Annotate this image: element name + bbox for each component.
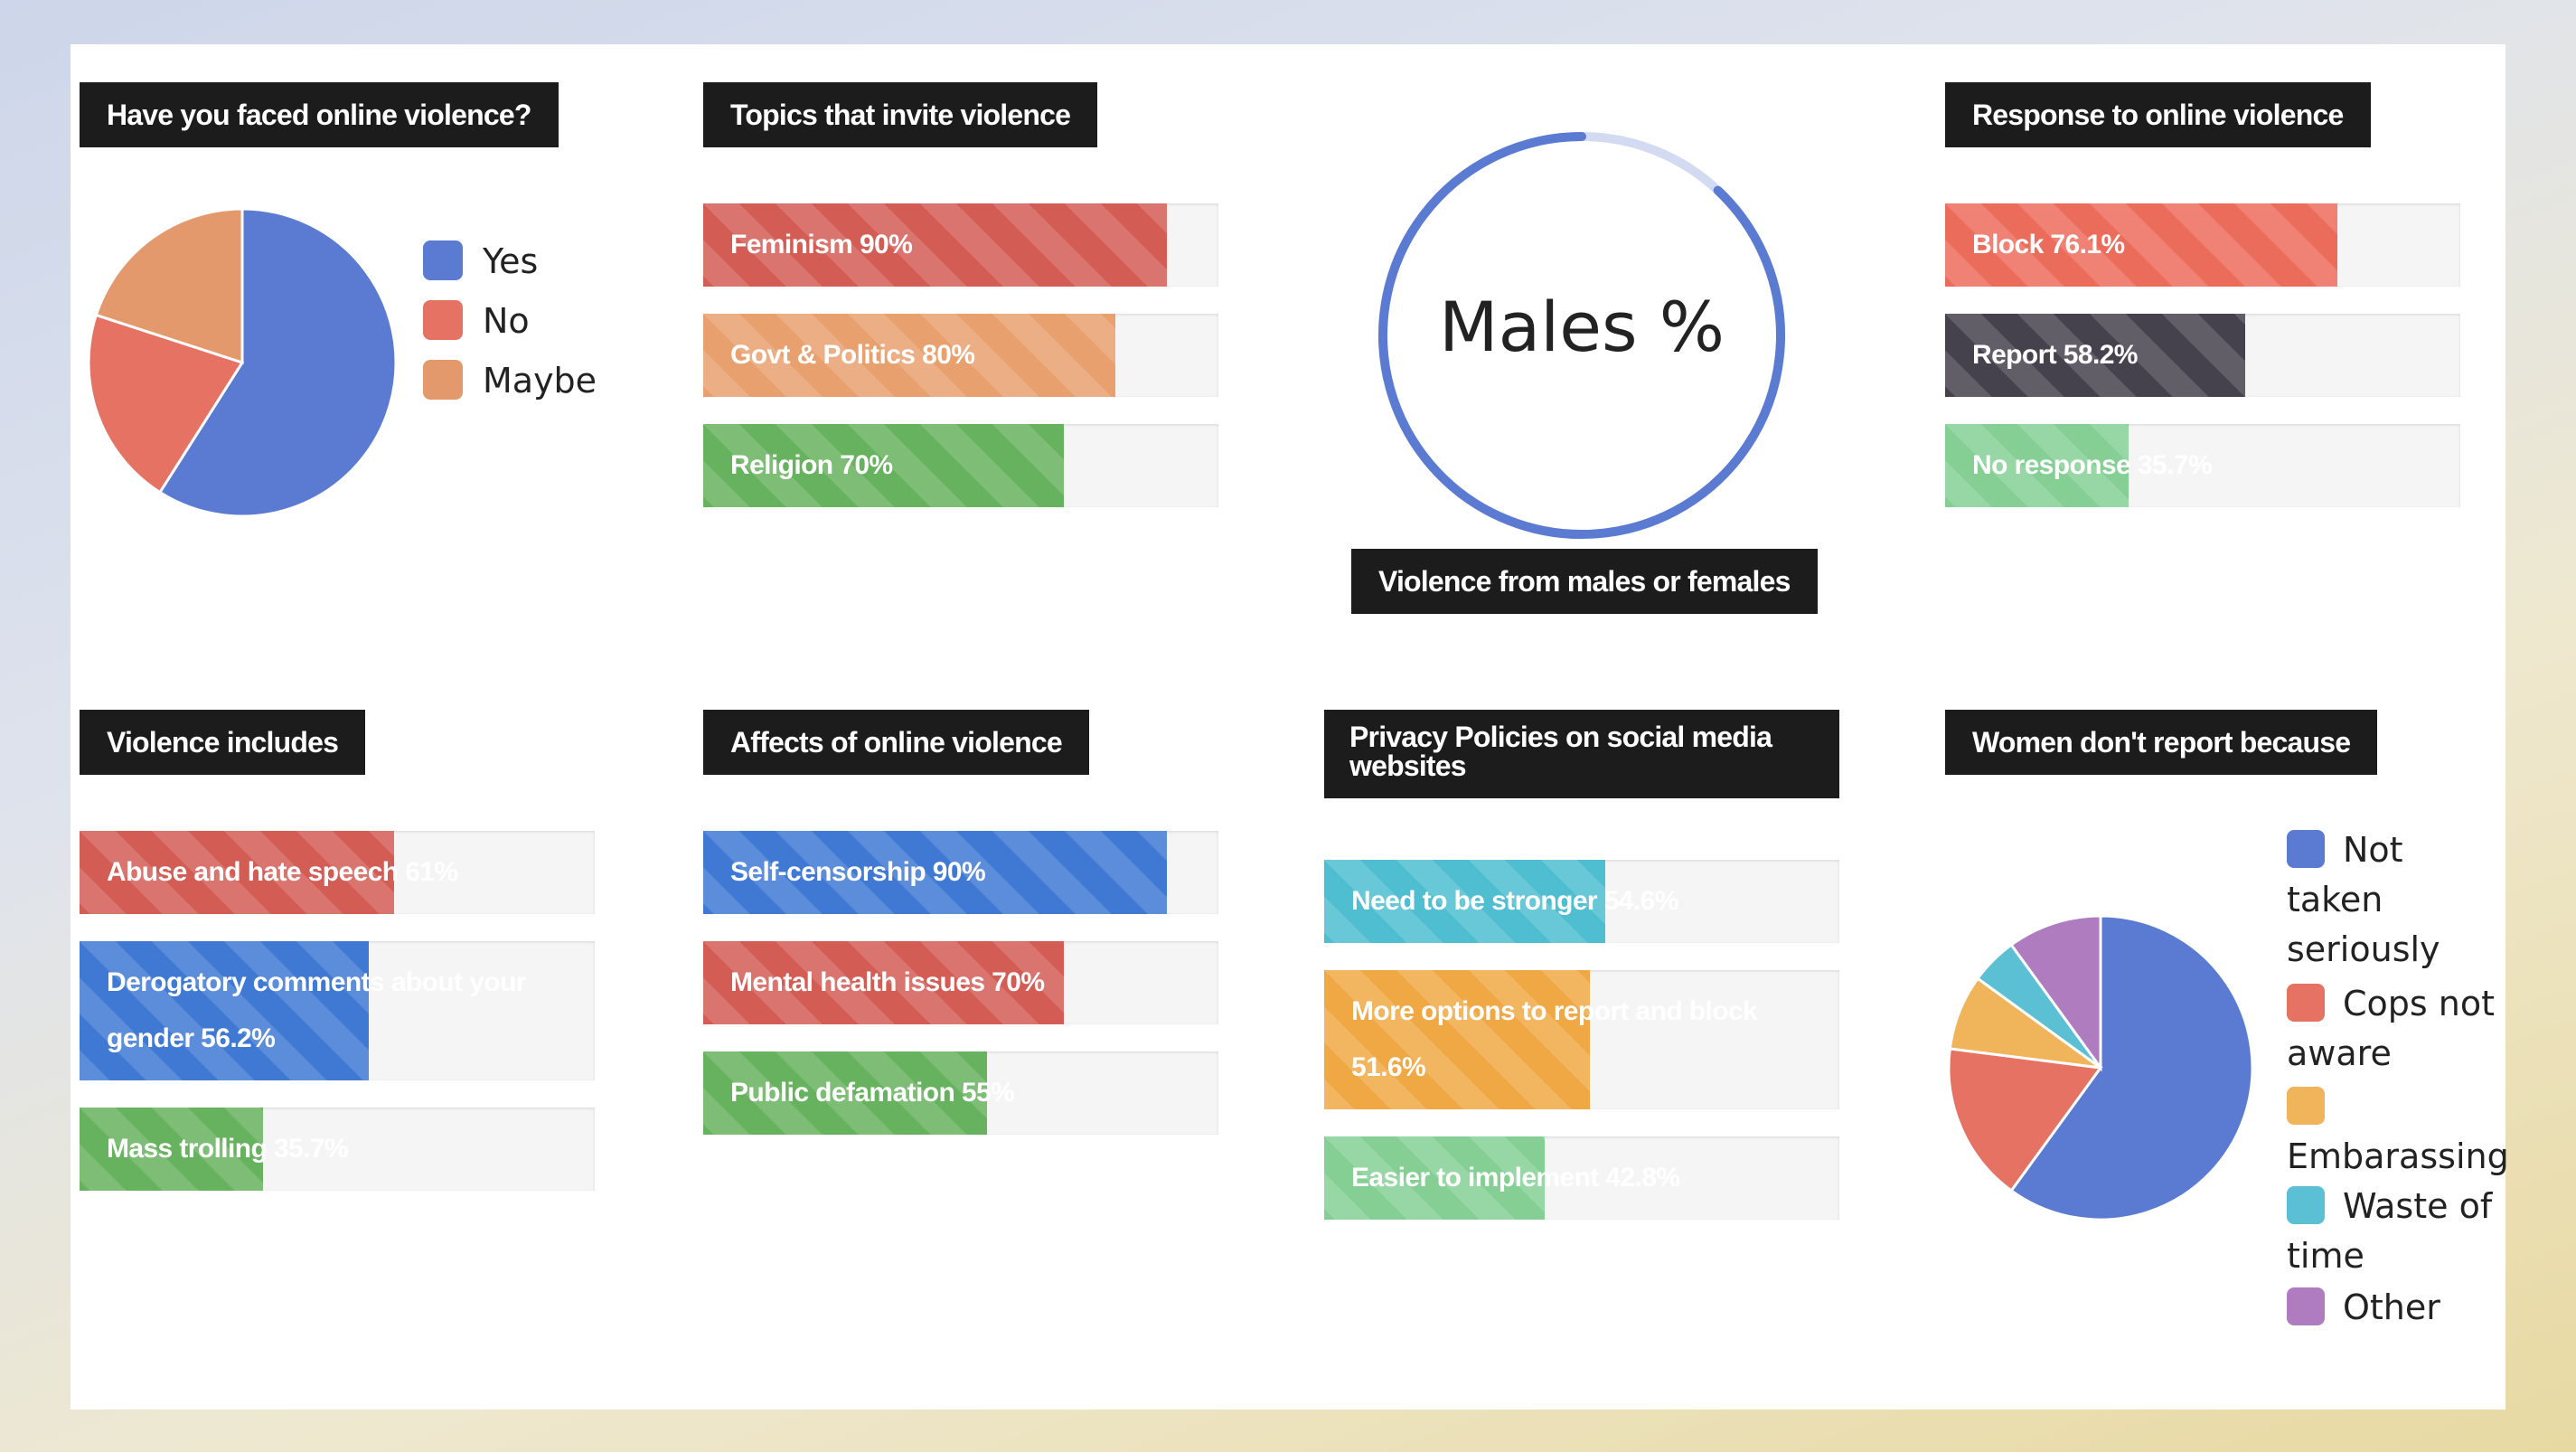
topics-bar-label-0: Feminism 90% (730, 230, 913, 259)
legend-swatch (2287, 1086, 2325, 1125)
males-ring: Males % (1378, 132, 1785, 539)
legend-swatch (423, 359, 463, 400)
privacy-bar-fill-2 (1324, 1136, 1545, 1220)
privacy-bar-label-2: Easier to implement 42.8% (1351, 1163, 1680, 1193)
legend-swatch (2287, 1185, 2325, 1224)
topics-bar-track-0: Feminism 90% (703, 203, 1218, 287)
faced-pie (87, 207, 398, 518)
topics-title: Topics that invite violence (703, 82, 1098, 147)
includes-bar-fill-2 (80, 1108, 264, 1191)
includes-title: Violence includes (80, 710, 366, 775)
legend-swatch (2287, 1287, 2325, 1325)
women-slice-0 (2009, 914, 2254, 1221)
privacy-bar-track-0: Need to be stronger 54.6% (1324, 860, 1839, 943)
legend-label: Cops not aware (2287, 984, 2496, 1073)
response-bar-label-0: Block 76.1% (1972, 230, 2125, 259)
women-slice-1 (1947, 1047, 2103, 1193)
women-legend-embarassing: Embarassing (2287, 1082, 2509, 1182)
legend-swatch (2287, 829, 2325, 868)
affects-bar-track-2: Public defamation 55% (703, 1051, 1218, 1135)
legend-label: Other (2343, 1287, 2440, 1327)
includes-card: Violence includes Abuse and hate speech … (80, 710, 595, 1252)
affects-bar-track-0: Self-censorship 90% (703, 831, 1218, 914)
dashboard-panel: Have you faced online violence? Yes No M… (71, 44, 2509, 1410)
topics-bar-track-1: Govt & Politics 80% (703, 314, 1218, 397)
males-title: Violence from males or females (1351, 549, 1818, 614)
ring-value-arc (1378, 132, 1785, 539)
affects-bar-label-2: Public defamation 55% (730, 1078, 1015, 1108)
response-bar-track-2: No response 35.7% (1945, 424, 2460, 507)
response-bar-label-1: Report 58.2% (1972, 340, 2138, 370)
legend-swatch (423, 299, 463, 340)
privacy-title: Privacy Policies on social media website… (1324, 710, 1839, 798)
privacy-bar-fill-1 (1324, 970, 1591, 1109)
affects-bar-fill-2 (703, 1051, 987, 1135)
response-bar-track-0: Block 76.1% (1945, 203, 2460, 287)
privacy-bar-fill-0 (1324, 860, 1606, 943)
legend-label: Not taken seriously (2287, 830, 2440, 969)
response-card: Response to online violence Block 76.1% R… (1945, 82, 2460, 552)
response-bar-track-1: Report 58.2% (1945, 314, 2460, 397)
affects-title: Affects of online violence (703, 710, 1089, 775)
topics-card: Topics that invite violence Feminism 90%… (703, 82, 1218, 552)
topics-bar-label-1: Govt & Politics 80% (730, 340, 975, 370)
women-card: Women don't report because Not taken ser… (1945, 710, 2509, 1397)
faced-slice-0 (157, 207, 398, 518)
privacy-bar-label-0: Need to be stronger 54.6% (1351, 886, 1678, 916)
women-legend-waste: Waste of time (2287, 1182, 2504, 1281)
topics-bar-fill-2 (703, 424, 1064, 507)
legend-label: Maybe (483, 361, 597, 401)
affects-bar-label-0: Self-censorship 90% (730, 857, 986, 887)
affects-bar-fill-1 (703, 941, 1064, 1024)
affects-bar-track-1: Mental health issues 70% (703, 941, 1218, 1024)
faced-legend-no: No (423, 296, 530, 346)
includes-bar-fill-0 (80, 831, 394, 914)
women-title: Women don't report because (1945, 710, 2378, 775)
faced-slice-2 (94, 207, 244, 365)
includes-bar-fill-1 (80, 941, 370, 1080)
faced-slice-1 (87, 313, 245, 495)
women-pie (1947, 914, 2254, 1221)
includes-bar-track-1: Derogatory comments about your gender 56… (80, 941, 595, 1080)
includes-bar-track-0: Abuse and hate speech 61% (80, 831, 595, 914)
legend-label: Embarassing (2287, 1136, 2509, 1176)
includes-bar-label-1: Derogatory comments about your gender 56… (107, 967, 526, 1053)
privacy-bar-track-2: Easier to implement 42.8% (1324, 1136, 1839, 1220)
response-bar-label-2: No response 35.7% (1972, 450, 2213, 480)
topics-bar-fill-0 (703, 203, 1167, 287)
privacy-bar-track-1: More options to report and block 51.6% (1324, 970, 1839, 1109)
women-legend-cops: Cops not aware (2287, 979, 2504, 1079)
legend-label: No (483, 301, 530, 341)
topics-bar-fill-1 (703, 314, 1115, 397)
response-bar-fill-0 (1945, 203, 2337, 287)
legend-label: Yes (483, 241, 539, 281)
includes-bar-track-2: Mass trolling 35.7% (80, 1108, 595, 1191)
legend-swatch (423, 240, 463, 280)
topics-bar-label-2: Religion 70% (730, 450, 893, 480)
privacy-card: Privacy Policies on social media website… (1324, 710, 1839, 1270)
response-bar-fill-2 (1945, 424, 2129, 507)
response-bar-fill-1 (1945, 314, 2245, 397)
faced-legend-maybe: Maybe (423, 355, 597, 406)
women-slice-4 (2009, 914, 2102, 1072)
legend-swatch (2287, 983, 2325, 1022)
includes-bar-label-0: Abuse and hate speech 61% (107, 857, 458, 887)
males-card: Males % Violence from males or females (1329, 82, 1835, 625)
women-legend-other: Other (2287, 1283, 2504, 1333)
response-title: Response to online violence (1945, 82, 2371, 147)
women-legend-not-taken: Not taken seriously (2287, 825, 2504, 975)
faced-title: Have you faced online violence? (80, 82, 559, 147)
faced-legend-yes: Yes (423, 236, 538, 287)
affects-bar-label-1: Mental health issues 70% (730, 967, 1045, 997)
legend-label: Waste of time (2287, 1186, 2493, 1276)
faced-card: Have you faced online violence? Yes No M… (80, 82, 658, 589)
affects-card: Affects of online violence Self-censorsh… (703, 710, 1218, 1180)
males-center-text: Males % (1439, 287, 1725, 367)
affects-bar-fill-0 (703, 831, 1167, 914)
includes-bar-label-2: Mass trolling 35.7% (107, 1134, 349, 1164)
topics-bar-track-2: Religion 70% (703, 424, 1218, 507)
privacy-bar-label-1: More options to report and block 51.6% (1351, 996, 1758, 1082)
